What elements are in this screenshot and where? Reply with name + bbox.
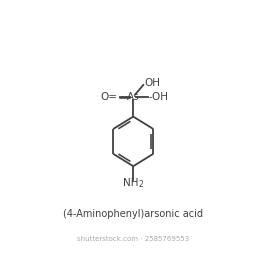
- Text: OH: OH: [145, 78, 161, 88]
- Text: shutterstock.com · 2585769553: shutterstock.com · 2585769553: [77, 237, 189, 242]
- Text: -OH: -OH: [148, 92, 168, 102]
- Text: (4-Aminophenyl)arsonic acid: (4-Aminophenyl)arsonic acid: [63, 209, 203, 219]
- Text: NH: NH: [124, 178, 139, 188]
- Text: O=: O=: [101, 92, 118, 102]
- Text: 2: 2: [138, 180, 143, 189]
- Text: As: As: [127, 92, 140, 102]
